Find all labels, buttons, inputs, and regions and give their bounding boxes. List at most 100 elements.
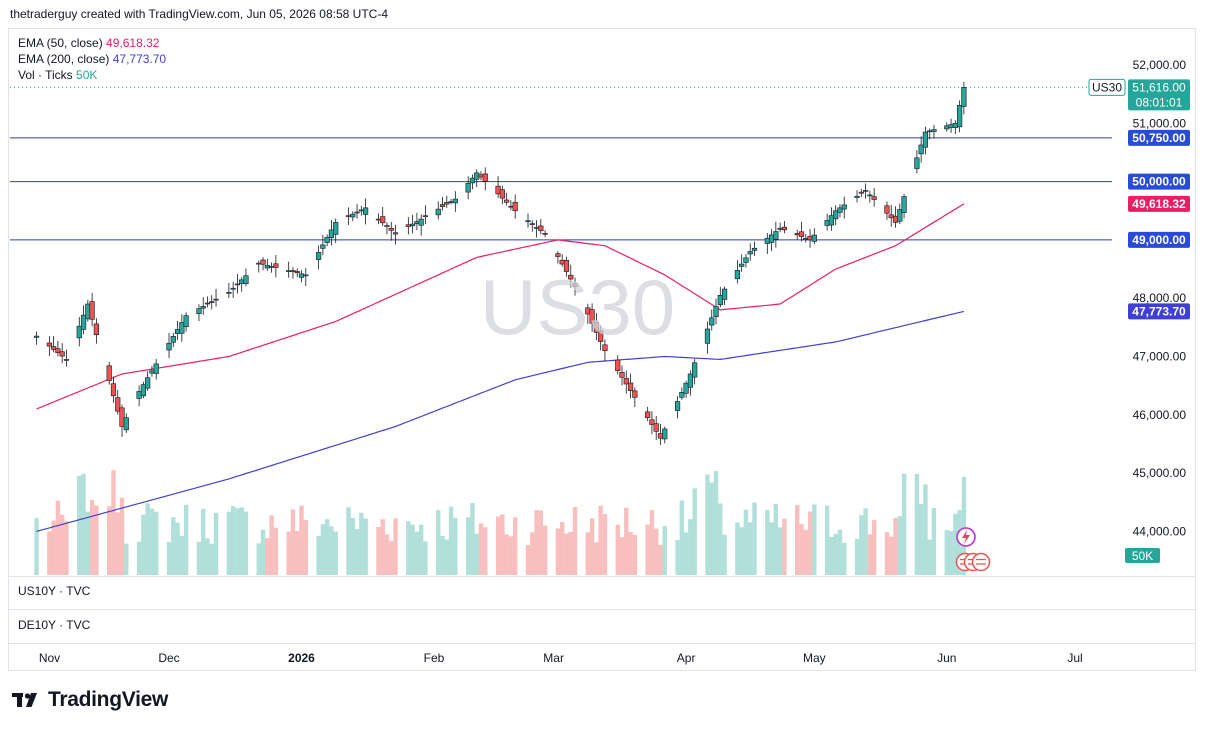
candle-body[interactable] [315,252,322,260]
candle-body[interactable] [709,317,715,326]
candle-body[interactable] [713,306,719,317]
candle-body[interactable] [170,336,176,343]
candle-body[interactable] [303,274,309,277]
candle-body[interactable] [140,384,146,397]
ema-price-tag[interactable] [1128,303,1190,320]
candle-body[interactable] [51,346,57,350]
candle-body[interactable] [33,335,40,338]
candle-body[interactable] [115,397,121,412]
candle-body[interactable] [166,342,172,351]
candle-body[interactable] [828,215,835,226]
candle-body[interactable] [568,274,574,280]
candle-body[interactable] [627,382,634,391]
candle-body[interactable] [957,105,963,128]
candle-body[interactable] [448,201,454,203]
candle-body[interactable] [183,315,189,327]
candle-body[interactable] [525,220,531,223]
candle-body[interactable] [542,232,548,235]
candle-body[interactable] [931,129,937,132]
candle-body[interactable] [136,391,142,399]
candle-body[interactable] [482,173,488,182]
tradingview-logo[interactable]: TradingView [12,688,168,712]
candle-body[interactable] [811,234,817,242]
candle-body[interactable] [363,207,369,215]
candle-body[interactable] [632,390,638,398]
candle-body[interactable] [204,302,211,305]
candle-body[interactable] [533,227,540,229]
candle-body[interactable] [662,428,668,440]
candle-body[interactable] [200,306,206,309]
candle-body[interactable] [653,423,659,432]
candle-body[interactable] [375,218,382,221]
candle-body[interactable] [512,201,518,212]
candle-body[interactable] [354,211,360,214]
candle-body[interactable] [110,383,117,397]
candle-body[interactable] [743,257,749,263]
candle-body[interactable] [952,123,958,128]
candle-body[interactable] [46,342,52,347]
candle-body[interactable] [350,213,356,218]
candle-body[interactable] [392,232,399,235]
ema50-line[interactable] [36,203,965,410]
candle-body[interactable] [123,417,129,431]
candle-body[interactable] [179,322,185,334]
candle-body[interactable] [807,235,813,241]
candle-body[interactable] [422,215,429,218]
symbol-tag[interactable] [1088,78,1126,96]
candle-body[interactable] [504,199,510,203]
candle-body[interactable] [598,330,604,342]
candle-body[interactable] [264,265,270,269]
candle-body[interactable] [76,325,82,339]
candle-body[interactable] [145,377,151,389]
candle-body[interactable] [384,225,390,227]
ema200-line[interactable] [36,310,965,532]
legend-ema50[interactable]: EMA (50, close) 49,618.32 [18,35,159,51]
candle-body[interactable] [867,194,873,197]
candle-body[interactable] [174,329,181,334]
candle-body[interactable] [572,283,578,287]
candle-body[interactable] [474,172,480,180]
candle-body[interactable] [948,124,954,128]
candle-body[interactable] [119,407,125,427]
candle-body[interactable] [239,279,245,284]
candle-body[interactable] [803,237,809,241]
candle-body[interactable] [226,292,232,294]
candle-body[interactable] [773,231,779,240]
candle-body[interactable] [897,209,903,222]
candle-body[interactable] [781,226,788,231]
legend-ema200[interactable]: EMA (200, close) 47,773.70 [18,51,166,67]
last-price-tag[interactable] [1128,79,1190,111]
ema-price-tag[interactable] [1128,195,1190,212]
candle-body[interactable] [59,351,65,357]
candle-body[interactable] [153,363,159,374]
candle-body[interactable] [209,301,215,303]
candle-body[interactable] [290,270,296,273]
candle-body[interactable] [914,157,920,169]
candle-body[interactable] [563,259,570,272]
candle-body[interactable] [901,196,907,213]
candle-body[interactable] [358,209,364,212]
candle-body[interactable] [721,288,728,300]
candle-body[interactable] [858,191,864,194]
candle-body[interactable] [273,263,279,268]
candle-body[interactable] [645,411,651,419]
candle-body[interactable] [499,189,505,199]
candle-body[interactable] [649,419,655,425]
candle-body[interactable] [286,270,292,272]
candle-body[interactable] [961,87,967,107]
horizontal-level-tag[interactable] [1128,173,1190,190]
candle-body[interactable] [619,372,625,378]
candle-body[interactable] [444,202,450,205]
candle-body[interactable] [149,370,155,374]
candle-body[interactable] [538,225,544,232]
candle-body[interactable] [405,224,411,227]
candle-body[interactable] [862,190,869,192]
candle-body[interactable] [623,378,629,385]
candle-body[interactable] [55,348,61,354]
candle-body[interactable] [918,144,924,155]
candle-body[interactable] [764,237,770,244]
candle-body[interactable] [380,216,386,224]
candle-body[interactable] [734,269,740,280]
candle-body[interactable] [922,131,929,148]
